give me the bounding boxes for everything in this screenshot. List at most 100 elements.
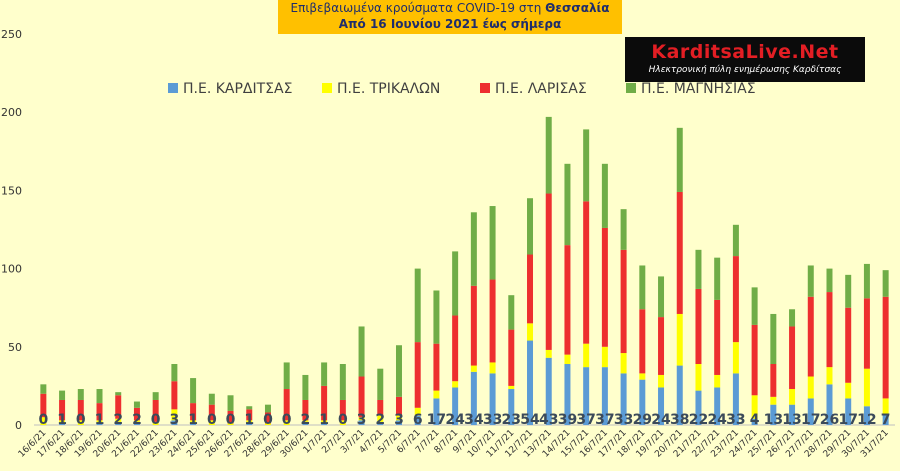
bar-segment bbox=[339, 420, 346, 425]
data-label: 33 bbox=[614, 412, 633, 428]
data-label: 12 bbox=[857, 412, 876, 428]
bar-segment bbox=[358, 376, 365, 418]
bar-segment bbox=[751, 418, 758, 425]
bar-segment bbox=[620, 249, 627, 354]
chart-legend: Π.Ε. ΚΑΡΔΙΤΣΑΣ Π.Ε. ΤΡΙΚΑΛΩΝ Π.Ε. ΛΑΡΙΣΑΣ Π… bbox=[168, 81, 756, 97]
chart-title-line2: Από 16 Ιουνίου 2021 έως σήμερα bbox=[338, 17, 562, 31]
bar-segment bbox=[208, 420, 215, 425]
bar-segment bbox=[695, 288, 702, 365]
bar-segment bbox=[152, 421, 159, 425]
bar-segment bbox=[283, 362, 290, 390]
bar-segment bbox=[789, 309, 796, 327]
bar-segment bbox=[283, 389, 290, 421]
bar-segment bbox=[470, 371, 477, 425]
data-label: 24 bbox=[445, 412, 465, 428]
data-label: 34 bbox=[464, 412, 484, 428]
data-label: 39 bbox=[558, 412, 577, 428]
bar-segment bbox=[452, 381, 459, 388]
data-label: 26 bbox=[820, 412, 839, 428]
bar-segment bbox=[339, 364, 346, 400]
data-label: 13 bbox=[782, 412, 801, 428]
bar-segment bbox=[564, 354, 571, 365]
legend-label: Π.Ε. ΜΑΓΝΗΣΙΑΣ bbox=[641, 81, 756, 97]
bar-segment bbox=[302, 420, 309, 422]
bar-segment bbox=[527, 323, 534, 341]
data-label: 2 bbox=[132, 412, 142, 428]
bar-segment bbox=[395, 345, 402, 397]
bar-segment bbox=[564, 245, 571, 355]
bar-segment bbox=[845, 307, 852, 383]
bar-segment bbox=[732, 256, 739, 343]
bar-segment bbox=[246, 423, 253, 425]
y-tick-label: 0 bbox=[15, 419, 22, 432]
data-label: 43 bbox=[539, 412, 558, 428]
bar-segment bbox=[545, 349, 552, 358]
bar-segment bbox=[658, 387, 665, 425]
bar-segment bbox=[639, 379, 646, 425]
bar-segment bbox=[676, 313, 683, 366]
data-label: 1 bbox=[57, 412, 67, 428]
chart-bars bbox=[40, 116, 889, 425]
data-label: 3 bbox=[357, 412, 367, 428]
bar-segment bbox=[433, 390, 440, 399]
bar-segment bbox=[302, 399, 309, 421]
bar-segment bbox=[152, 392, 159, 400]
data-label: 6 bbox=[413, 412, 423, 428]
legend-swatch bbox=[168, 83, 178, 93]
bar-segment bbox=[845, 382, 852, 399]
bar-segment bbox=[770, 396, 777, 405]
data-label: 17 bbox=[427, 412, 446, 428]
data-label: 7 bbox=[881, 412, 891, 428]
bar-segment bbox=[59, 423, 66, 425]
data-label: 3 bbox=[170, 412, 180, 428]
bar-segment bbox=[190, 378, 197, 404]
bar-segment bbox=[246, 409, 253, 421]
data-label: 1 bbox=[244, 412, 254, 428]
bar-segment bbox=[583, 201, 590, 344]
data-label: 2 bbox=[113, 412, 123, 428]
bar-segment bbox=[770, 364, 777, 397]
bar-segment bbox=[489, 279, 496, 363]
bar-segment bbox=[489, 362, 496, 374]
bar-segment bbox=[321, 385, 328, 421]
bar-segment bbox=[789, 389, 796, 405]
chart-data-labels: 0 1 0 1 2 2 0 3 1 0 0 1 0 0 2 1 0 3 2 3 6 17 24 34 33 23 54 43 39 37 3… bbox=[38, 412, 890, 428]
data-label: 2 bbox=[301, 412, 311, 428]
bar-segment bbox=[620, 209, 627, 250]
data-label: 3 bbox=[394, 412, 404, 428]
bar-segment bbox=[59, 390, 66, 400]
bar-segment bbox=[227, 395, 234, 411]
bar-segment bbox=[845, 274, 852, 308]
bar-segment bbox=[190, 403, 197, 421]
legend-label: Π.Ε. ΤΡΙΚΑΛΩΝ bbox=[337, 81, 440, 97]
data-label: 37 bbox=[576, 412, 595, 428]
bar-segment bbox=[807, 398, 814, 425]
data-label: 17 bbox=[801, 412, 820, 428]
bar-segment bbox=[863, 368, 870, 407]
bar-segment bbox=[414, 415, 421, 425]
bar-segment bbox=[96, 423, 103, 425]
bar-segment bbox=[639, 309, 646, 374]
bar-segment bbox=[601, 227, 608, 347]
logo-tagline: Ηλεκτρονική πύλη ενημέρωσης Καρδίτσας bbox=[648, 65, 842, 75]
karditsalive-logo[interactable]: KarditsaLive.Net Ηλεκτρονική πύλη ενημέρ… bbox=[625, 37, 865, 82]
bar-segment bbox=[639, 373, 646, 380]
title-prefix: Επιβεβαιωμένα κρούσματα COVID-19 στη bbox=[290, 1, 542, 15]
bar-segment bbox=[714, 387, 721, 425]
bar-segment bbox=[620, 353, 627, 374]
bar-segment bbox=[470, 365, 477, 372]
data-label: 0 bbox=[151, 412, 161, 428]
bar-segment bbox=[227, 410, 234, 424]
bar-segment bbox=[302, 421, 309, 425]
bar-segment bbox=[77, 420, 84, 425]
bar-segment bbox=[470, 285, 477, 366]
bar-segment bbox=[395, 396, 402, 416]
data-label: 1 bbox=[319, 412, 329, 428]
bar-segment bbox=[171, 381, 178, 410]
bar-segment bbox=[658, 374, 665, 388]
data-label: 1 bbox=[188, 412, 198, 428]
data-label: 0 bbox=[282, 412, 292, 428]
bar-segment bbox=[601, 346, 608, 368]
legend-label: Π.Ε. ΛΑΡΙΣΑΣ bbox=[495, 81, 587, 97]
